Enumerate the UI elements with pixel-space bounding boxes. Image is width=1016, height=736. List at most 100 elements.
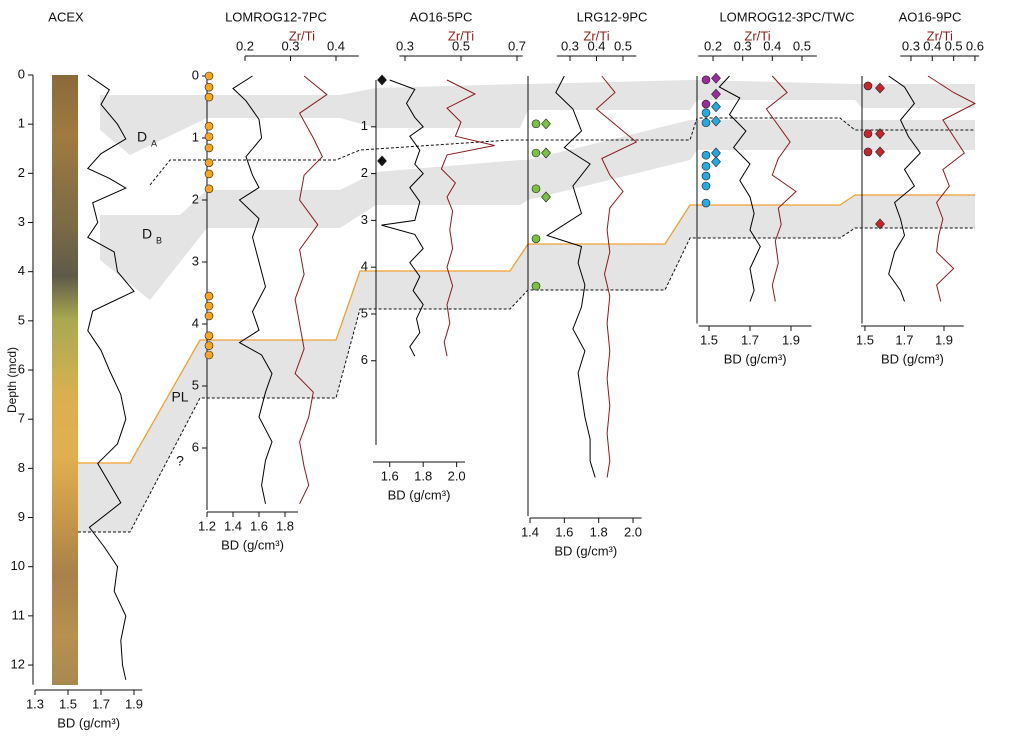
y-tick-label: 2 (18, 165, 25, 180)
sample-circle (205, 144, 213, 152)
x-axis-label: BD (g/cm³) (554, 543, 617, 558)
x-tick-label: 1.6 (381, 468, 399, 483)
sample-circle (532, 120, 540, 128)
panel-title: ACEX (48, 9, 84, 24)
sample-diamond (712, 102, 721, 112)
sample-circle (205, 83, 213, 91)
y-tick-label: 3 (18, 214, 25, 229)
sample-circle (205, 93, 213, 101)
sample-circle (532, 282, 540, 290)
zrti-curve (928, 76, 975, 302)
x2-axis-label: Zr/Ti (583, 28, 609, 43)
x-tick-label: 1.5 (59, 696, 77, 711)
y-tick-label: 1 (192, 129, 199, 144)
sample-diamond (378, 156, 387, 166)
bd-curve (889, 76, 921, 302)
x2-tick-label: 0.3 (396, 38, 414, 53)
x2-tick-label: 0.4 (327, 38, 345, 53)
x2-tick-label: 0.3 (561, 38, 579, 53)
sample-circle (702, 100, 710, 108)
x-tick-label: 1.8 (590, 524, 608, 539)
x-axis-label: BD (g/cm³) (724, 351, 787, 366)
sample-circle (702, 119, 710, 127)
x-tick-label: 1.9 (782, 332, 800, 347)
sample-circle (205, 351, 213, 359)
panel-title: LOMROG12-7PC (225, 9, 327, 24)
sample-circle (532, 149, 540, 157)
sample-circle (702, 76, 710, 84)
x-tick-label: 1.5 (856, 332, 874, 347)
x2-axis-label: Zr/Ti (289, 28, 315, 43)
sample-circle (205, 170, 213, 178)
y-tick-label: 4 (192, 315, 199, 330)
x2-tick-label: 0.2 (704, 38, 722, 53)
core-image (52, 75, 78, 685)
y-axis-label: Depth (mcd) (5, 347, 19, 413)
annotation: D (137, 129, 147, 145)
y-tick-label: 5 (18, 312, 25, 327)
sample-circle (205, 292, 213, 300)
annotation-sub: A (151, 138, 157, 148)
sample-circle (702, 182, 710, 190)
x-tick-label: 1.7 (92, 696, 110, 711)
y-tick-label: 0 (192, 67, 199, 82)
sample-circle (532, 185, 540, 193)
y-tick-label: 1 (18, 116, 25, 131)
sample-circle (205, 302, 213, 310)
x2-axis-label: Zr/Ti (927, 28, 953, 43)
sample-circle (702, 199, 710, 207)
sample-circle (702, 151, 710, 159)
x-tick-label: 1.8 (276, 518, 294, 533)
panel-title: AO16-9PC (899, 9, 962, 24)
sample-circle (205, 332, 213, 340)
x-axis-label: BD (g/cm³) (221, 537, 284, 552)
sample-circle (864, 82, 872, 90)
x2-tick-label: 0.5 (614, 38, 632, 53)
x2-axis-label: Zr/Ti (448, 28, 474, 43)
sample-circle (205, 342, 213, 350)
sample-circle (205, 159, 213, 167)
x-tick-label: 1.3 (26, 696, 44, 711)
annotation-sub: B (156, 235, 162, 245)
y-tick-label: 3 (192, 253, 199, 268)
zrti-curve (295, 76, 327, 504)
y-tick-label: 6 (192, 439, 199, 454)
y-tick-label: 2 (361, 165, 368, 180)
x-tick-label: 1.4 (521, 524, 539, 539)
sample-circle (205, 72, 213, 80)
x2-tick-label: 0.3 (902, 38, 920, 53)
y-tick-label: 4 (361, 259, 368, 274)
zrti-curve (766, 76, 796, 302)
x-tick-label: 1.2 (198, 518, 216, 533)
sample-circle (532, 235, 540, 243)
bd-curve (719, 76, 760, 302)
x-tick-label: 2.0 (624, 524, 642, 539)
sample-circle (702, 172, 710, 180)
y-tick-label: 5 (361, 305, 368, 320)
x-tick-label: 1.7 (741, 332, 759, 347)
y-tick-label: 8 (18, 460, 25, 475)
x-tick-label: 2.0 (448, 468, 466, 483)
annotation: ? (176, 453, 184, 469)
sample-circle (205, 133, 213, 141)
x2-tick-label: 0.2 (236, 38, 254, 53)
x2-axis-label: Zr/Ti (744, 28, 770, 43)
panel-title: LRG12-9PC (577, 9, 648, 24)
sample-circle (205, 312, 213, 320)
y-tick-label: 4 (18, 263, 25, 278)
y-tick-label: 2 (192, 191, 199, 206)
sample-circle (205, 122, 213, 130)
sample-diamond (542, 119, 551, 129)
y-tick-label: 1 (361, 118, 368, 133)
panel-title: AO16-5PC (410, 9, 473, 24)
x-axis-label: BD (g/cm³) (388, 487, 451, 502)
sample-circle (864, 148, 872, 156)
y-tick-label: 3 (361, 212, 368, 227)
sample-circle (702, 162, 710, 170)
x-tick-label: 1.9 (935, 332, 953, 347)
x-axis-label: BD (g/cm³) (881, 351, 944, 366)
y-tick-label: 9 (18, 509, 25, 524)
x-tick-label: 1.9 (125, 696, 143, 711)
sample-diamond (378, 75, 387, 85)
y-tick-label: 0 (18, 66, 25, 81)
